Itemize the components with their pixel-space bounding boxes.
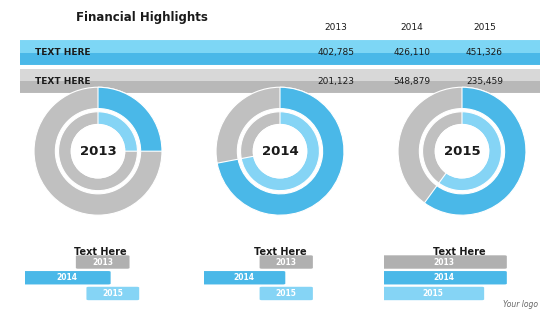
- Text: 2015: 2015: [422, 289, 443, 298]
- Text: Your logo: Your logo: [503, 300, 538, 309]
- FancyBboxPatch shape: [260, 287, 313, 300]
- Wedge shape: [439, 112, 501, 191]
- FancyBboxPatch shape: [23, 271, 111, 284]
- Text: 2015: 2015: [473, 23, 496, 32]
- FancyBboxPatch shape: [20, 53, 540, 66]
- FancyBboxPatch shape: [20, 39, 540, 53]
- Circle shape: [253, 124, 307, 178]
- Text: 2013: 2013: [92, 258, 113, 266]
- Wedge shape: [424, 87, 526, 215]
- Text: TEXT HERE: TEXT HERE: [35, 48, 91, 57]
- Wedge shape: [423, 112, 501, 191]
- Text: Text Here: Text Here: [433, 248, 486, 257]
- FancyBboxPatch shape: [20, 68, 540, 81]
- Text: Text Here: Text Here: [74, 248, 127, 257]
- Wedge shape: [241, 112, 319, 191]
- Text: 2013: 2013: [433, 258, 455, 266]
- Text: Text Here: Text Here: [254, 248, 306, 257]
- Wedge shape: [217, 87, 344, 215]
- Text: 2013: 2013: [80, 145, 116, 158]
- Text: TEXT HERE: TEXT HERE: [35, 77, 91, 86]
- Wedge shape: [216, 87, 344, 215]
- Text: 2015: 2015: [444, 145, 480, 158]
- Text: Financial Highlights: Financial Highlights: [76, 11, 207, 24]
- Wedge shape: [59, 112, 137, 191]
- Text: 451,326: 451,326: [466, 48, 503, 57]
- Wedge shape: [398, 87, 526, 215]
- Text: 548,879: 548,879: [393, 77, 430, 86]
- Text: 2014: 2014: [56, 273, 77, 282]
- FancyBboxPatch shape: [76, 255, 129, 269]
- FancyBboxPatch shape: [260, 255, 313, 269]
- Text: 201,123: 201,123: [318, 77, 354, 86]
- FancyBboxPatch shape: [381, 287, 484, 300]
- Text: 2013: 2013: [325, 23, 347, 32]
- Text: 402,785: 402,785: [318, 48, 354, 57]
- FancyBboxPatch shape: [381, 271, 507, 284]
- Text: 2013: 2013: [276, 258, 297, 266]
- Text: 2014: 2014: [400, 23, 423, 32]
- Text: 2014: 2014: [262, 145, 298, 158]
- FancyBboxPatch shape: [202, 271, 285, 284]
- Text: 2015: 2015: [102, 289, 123, 298]
- Text: 2014: 2014: [233, 273, 254, 282]
- FancyBboxPatch shape: [381, 255, 507, 269]
- FancyBboxPatch shape: [20, 81, 540, 94]
- Wedge shape: [34, 87, 162, 215]
- Circle shape: [435, 124, 489, 178]
- Text: 235,459: 235,459: [466, 77, 503, 86]
- Circle shape: [71, 124, 125, 178]
- Wedge shape: [241, 112, 319, 191]
- Text: 426,110: 426,110: [393, 48, 430, 57]
- Text: 2014: 2014: [433, 273, 455, 282]
- Wedge shape: [98, 87, 162, 151]
- Wedge shape: [98, 112, 137, 151]
- Text: 2015: 2015: [276, 289, 297, 298]
- FancyBboxPatch shape: [86, 287, 139, 300]
